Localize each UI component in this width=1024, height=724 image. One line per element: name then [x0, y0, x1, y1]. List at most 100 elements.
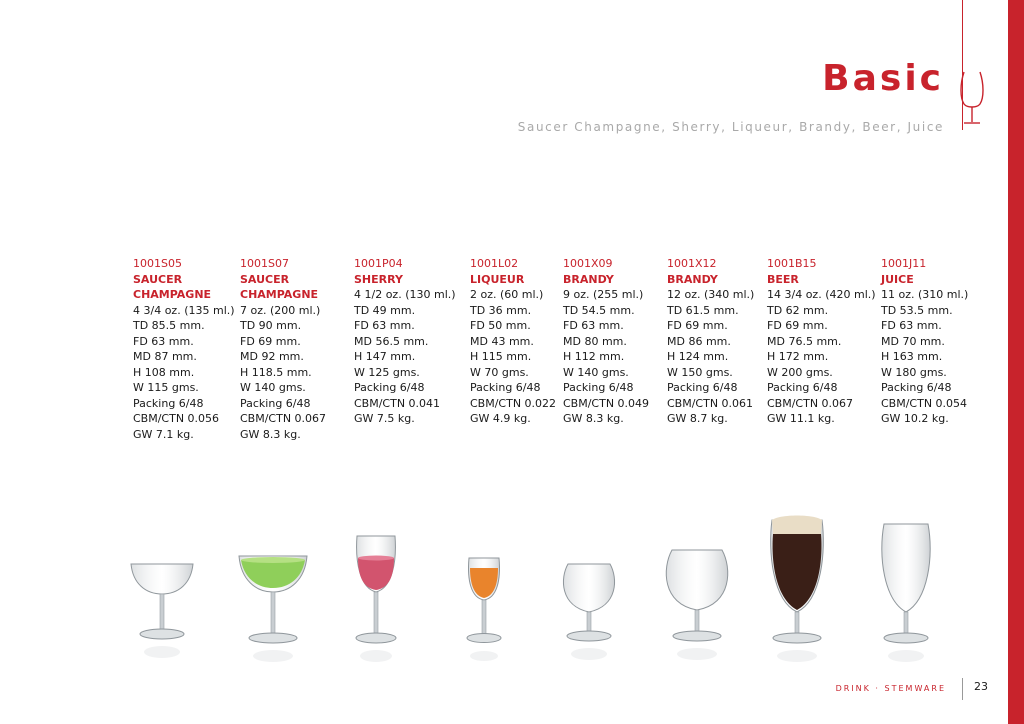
spec-capacity: 9 oz. (255 ml.): [563, 288, 644, 301]
spec-gross-weight: GW 8.3 kg.: [563, 412, 624, 425]
product-column: 1001S07 SAUCER CHAMPAGNE 7 oz. (200 ml.)…: [240, 256, 340, 442]
spec-weight: W 70 gms.: [470, 365, 529, 379]
spec-packing: Packing 6/48: [767, 381, 838, 394]
product-code: 1001P04: [354, 257, 403, 270]
spec-fd: FD 69 mm.: [240, 334, 301, 348]
spec-packing: Packing 6/48: [470, 381, 541, 394]
spec-cbm: CBM/CTN 0.041: [354, 396, 441, 410]
spec-gross-weight: GW 11.1 kg.: [767, 412, 835, 425]
spec-td: TD 85.5 mm.: [133, 319, 205, 332]
spec-capacity: 14 3/4 oz. (420 ml.): [767, 288, 876, 301]
saucer-champagne-glass-image: [130, 563, 194, 658]
product-name: JUICE: [881, 272, 914, 286]
spec-height: H 124 mm.: [667, 350, 729, 363]
spec-capacity: 7 oz. (200 ml.): [240, 303, 321, 317]
spec-height: H 172 mm.: [767, 350, 829, 363]
liqueur-glass-image: [466, 557, 502, 661]
spec-md: MD 92 mm.: [240, 350, 304, 363]
footer-section-label: DRINK · STEMWARE: [835, 684, 946, 693]
spec-packing: Packing 6/48: [667, 381, 738, 394]
spec-td: TD 90 mm.: [240, 319, 302, 332]
spec-height: H 112 mm.: [563, 350, 625, 363]
product-name: SAUCER CHAMPAGNE: [240, 272, 319, 302]
spec-cbm: CBM/CTN 0.061: [667, 396, 754, 410]
product-code: 1001X12: [667, 257, 717, 270]
product-code: 1001L02: [470, 257, 519, 270]
spec-cbm: CBM/CTN 0.022: [470, 396, 557, 410]
spec-capacity: 11 oz. (310 ml.): [881, 288, 969, 301]
spec-packing: Packing 6/48: [881, 381, 952, 394]
product-name: SHERRY: [354, 272, 403, 286]
spec-md: MD 56.5 mm.: [354, 334, 429, 348]
spec-gross-weight: GW 7.1 kg.: [133, 427, 194, 441]
product-name: BRANDY: [667, 272, 718, 286]
brandy-glass-icon: [960, 71, 984, 124]
spec-weight: W 140 gms.: [563, 365, 629, 379]
spec-cbm: CBM/CTN 0.056: [133, 412, 220, 425]
spec-weight: W 200 gms.: [767, 365, 833, 379]
spec-fd: FD 63 mm.: [133, 334, 194, 348]
spec-md: MD 76.5 mm.: [767, 334, 842, 348]
glassware-photo-row: [130, 515, 931, 662]
spec-td: TD 62 mm.: [767, 303, 829, 317]
product-code: 1001X09: [563, 257, 613, 270]
product-code: 1001J11: [881, 257, 927, 270]
spec-packing: Packing 6/48: [240, 396, 311, 410]
spec-capacity: 4 1/2 oz. (130 ml.): [354, 288, 456, 301]
spec-gross-weight: GW 4.9 kg.: [470, 412, 531, 425]
spec-gross-weight: GW 8.3 kg.: [240, 427, 301, 441]
product-column: 1001L02 LIQUEUR 2 oz. (60 ml.) TD 36 mm.…: [470, 256, 556, 427]
spec-td: TD 61.5 mm.: [667, 303, 739, 317]
sherry-glass-image: [355, 535, 397, 662]
page-number: 23: [974, 680, 988, 693]
spec-cbm: CBM/CTN 0.067: [240, 412, 327, 425]
spec-fd: FD 63 mm.: [354, 319, 415, 332]
product-column: 1001J11 JUICE 11 oz. (310 ml.) TD 53.5 m…: [881, 256, 968, 427]
spec-packing: Packing 6/48: [563, 381, 634, 394]
product-column: 1001P04 SHERRY 4 1/2 oz. (130 ml.) TD 49…: [354, 256, 456, 427]
spec-fd: FD 63 mm.: [563, 319, 624, 332]
spec-cbm: CBM/CTN 0.067: [767, 396, 854, 410]
product-column: 1001X09 BRANDY 9 oz. (255 ml.) TD 54.5 m…: [563, 256, 649, 427]
edge-color-bar: [1008, 0, 1024, 724]
footer-divider: [962, 678, 963, 700]
spec-cbm: CBM/CTN 0.049: [563, 396, 650, 410]
spec-capacity: 2 oz. (60 ml.): [470, 288, 544, 301]
spec-md: MD 80 mm.: [563, 334, 627, 348]
page-title: Basic: [822, 58, 944, 99]
beer-glass-image: [770, 515, 824, 662]
product-column: 1001S05 SAUCER CHAMPAGNE 4 3/4 oz. (135 …: [133, 256, 237, 442]
spec-height: H 108 mm.: [133, 365, 195, 379]
spec-td: TD 49 mm.: [354, 303, 416, 317]
juice-glass-image: [881, 523, 931, 662]
spec-fd: FD 63 mm.: [881, 319, 942, 332]
spec-gross-weight: GW 10.2 kg.: [881, 412, 949, 425]
spec-td: TD 36 mm.: [470, 303, 532, 317]
spec-fd: FD 50 mm.: [470, 319, 531, 332]
spec-md: MD 70 mm.: [881, 334, 945, 348]
spec-td: TD 53.5 mm.: [881, 303, 953, 317]
spec-md: MD 87 mm.: [133, 350, 197, 363]
spec-md: MD 43 mm.: [470, 334, 534, 348]
product-name: BRANDY: [563, 272, 614, 286]
brandy-glass-image: [562, 563, 616, 660]
product-name: BEER: [767, 272, 799, 286]
spec-capacity: 4 3/4 oz. (135 ml.): [133, 303, 235, 317]
page-subtitle: Saucer Champagne, Sherry, Liqueur, Brand…: [517, 120, 944, 134]
product-name: SAUCER CHAMPAGNE: [133, 272, 212, 302]
brandy-large-glass-image: [665, 549, 729, 660]
spec-gross-weight: GW 7.5 kg.: [354, 412, 415, 425]
spec-weight: W 115 gms.: [133, 381, 199, 394]
saucer-champagne-green-glass-image: [238, 555, 308, 662]
product-column: 1001X12 BRANDY 12 oz. (340 ml.) TD 61.5 …: [667, 256, 754, 427]
spec-fd: FD 69 mm.: [667, 319, 728, 332]
spec-weight: W 150 gms.: [667, 365, 733, 379]
spec-packing: Packing 6/48: [354, 381, 425, 394]
spec-height: H 115 mm.: [470, 350, 532, 363]
product-code: 1001B15: [767, 257, 817, 270]
spec-capacity: 12 oz. (340 ml.): [667, 288, 755, 301]
spec-gross-weight: GW 8.7 kg.: [667, 412, 728, 425]
spec-height: H 163 mm.: [881, 350, 943, 363]
product-code: 1001S07: [240, 257, 289, 270]
product-code: 1001S05: [133, 257, 182, 270]
